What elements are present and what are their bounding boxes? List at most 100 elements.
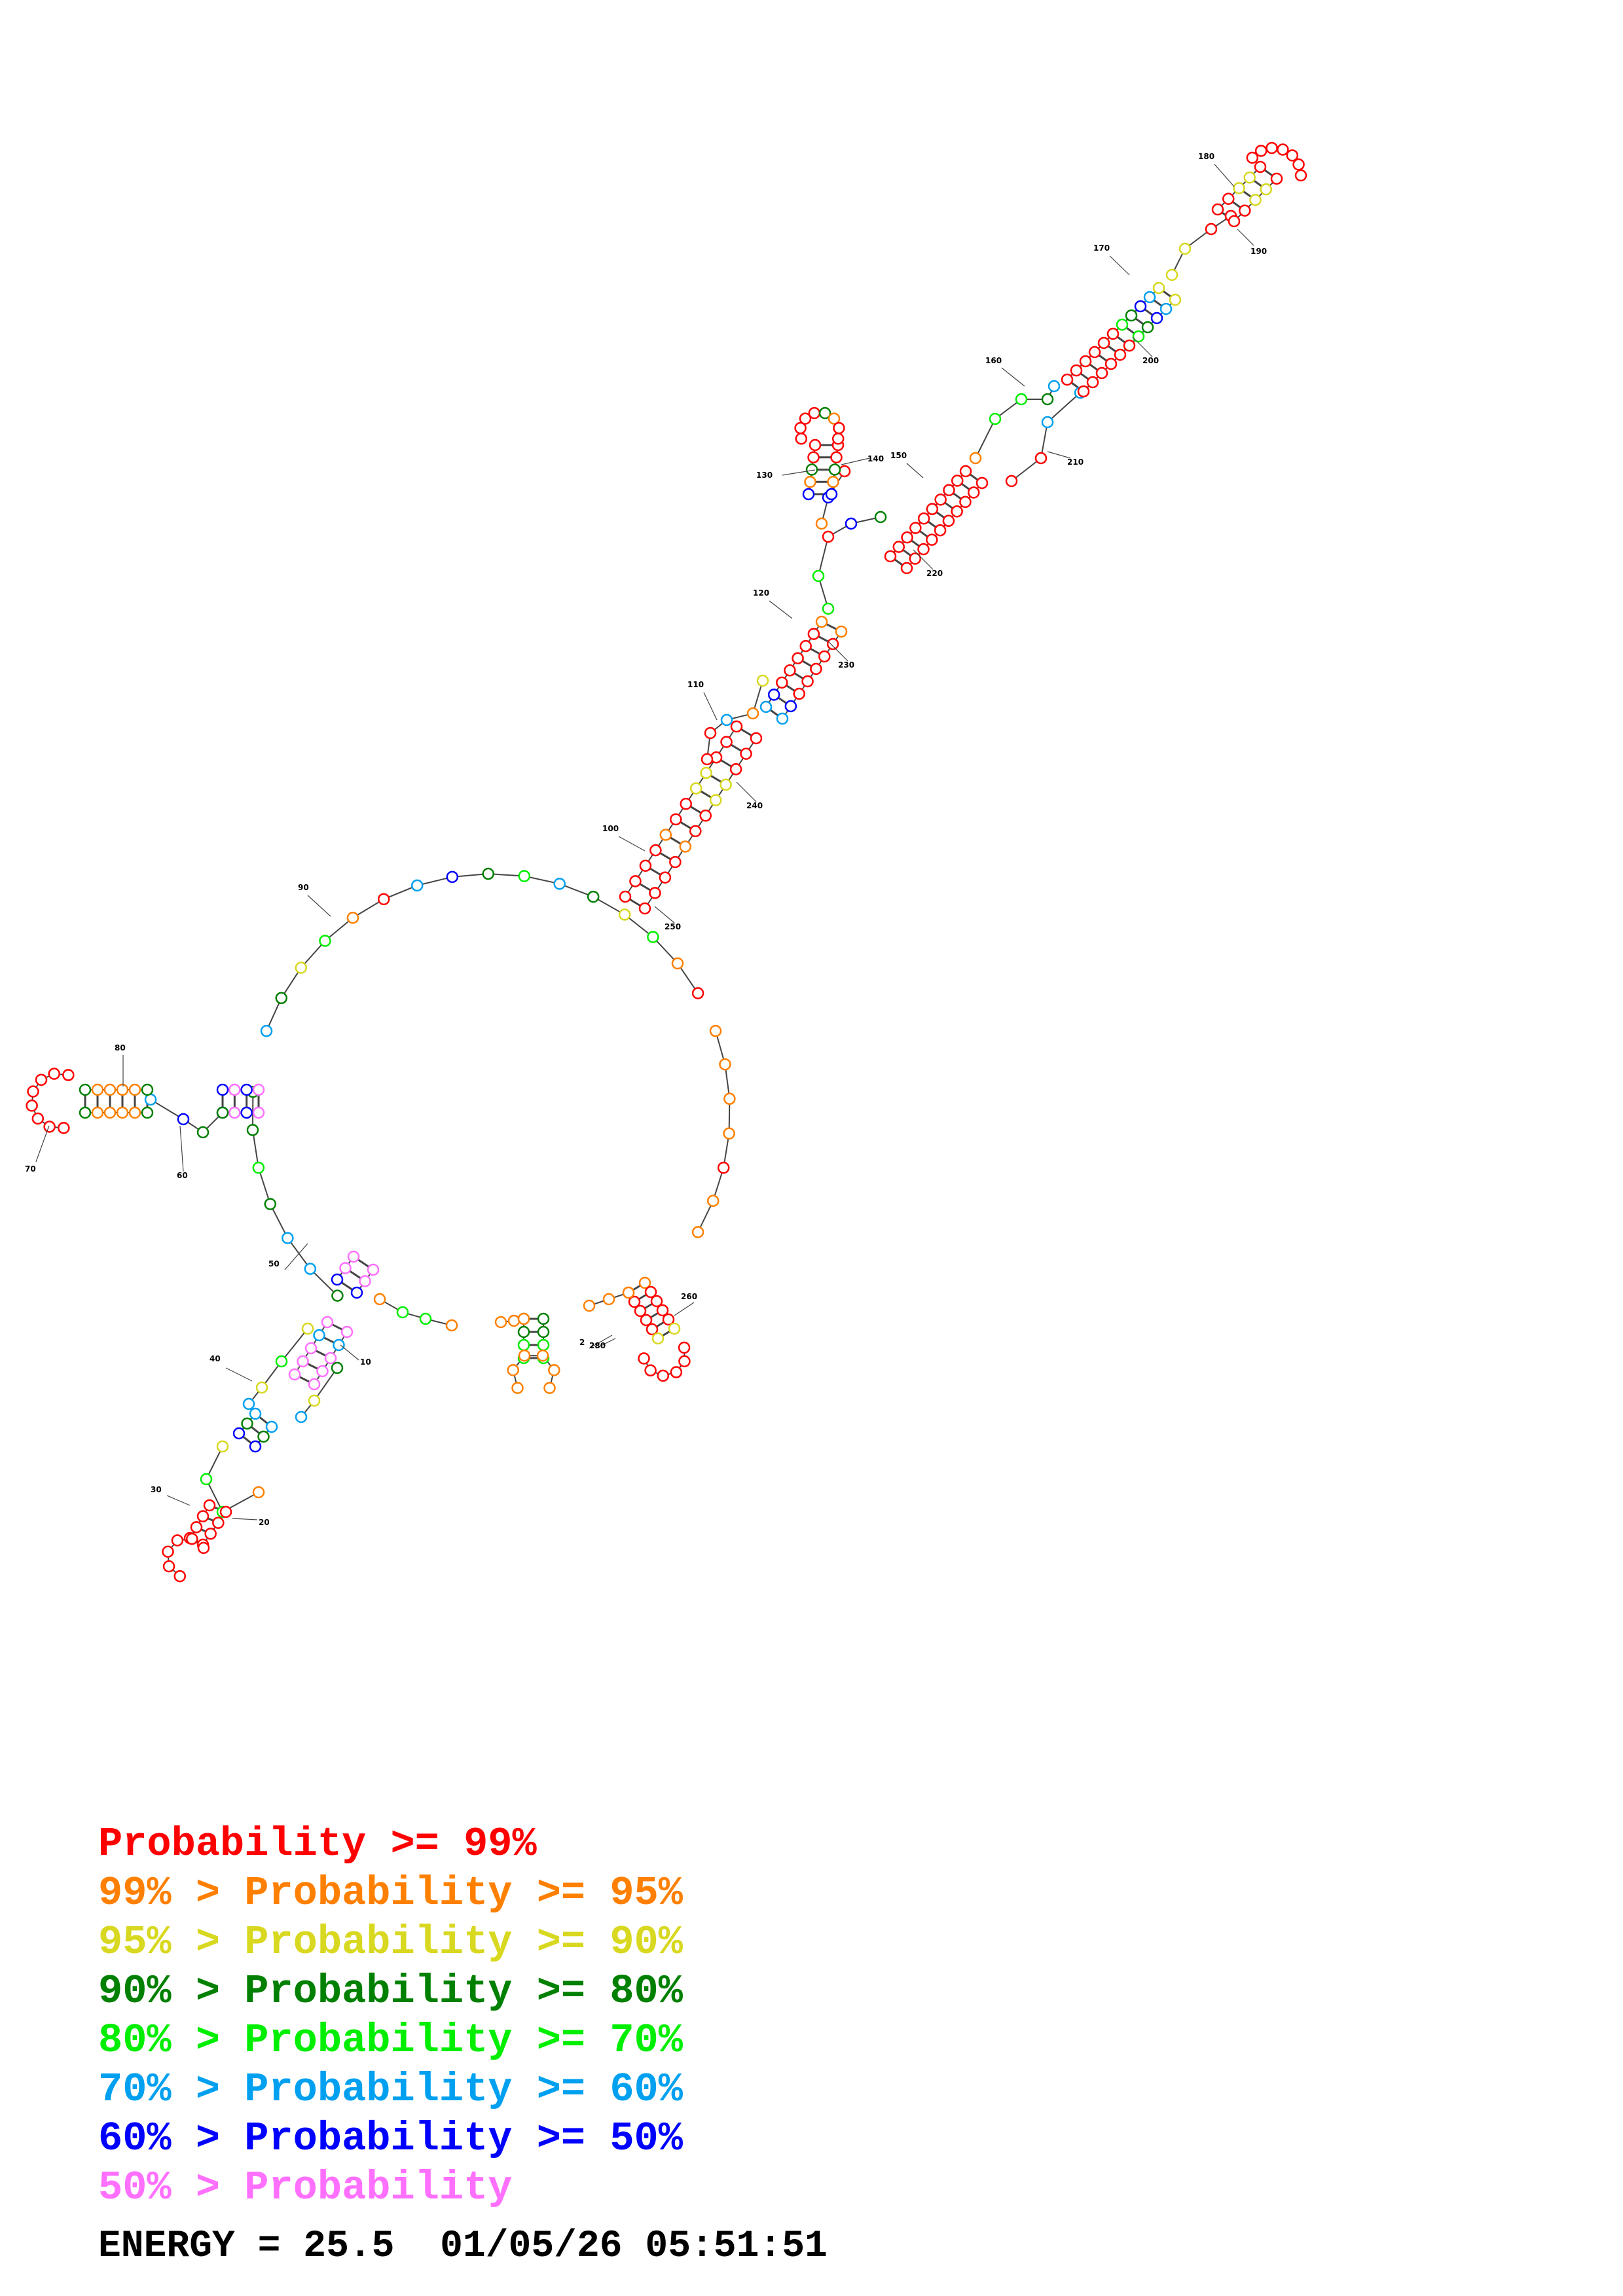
nucleotide [1159,302,1173,315]
nucleotide [808,406,821,420]
nucleotide [265,1420,278,1433]
backbone-segment [1171,215,1231,276]
nucleotide [644,1285,657,1299]
nucleotide [804,476,816,488]
nucleotide [1222,192,1235,205]
nucleotide [446,870,459,884]
nucleotide [252,1083,265,1096]
nucleotide [128,1083,141,1096]
nucleotide [830,451,843,463]
nucleotide [828,463,841,476]
nucleotide [700,766,712,780]
nucleotide [1125,309,1138,322]
nucleotide [295,961,308,974]
nucleotide [812,569,825,583]
nucleotide [1292,158,1305,171]
nucleotide [699,809,712,822]
nucleotide [784,664,796,677]
nucleotide [252,1106,265,1119]
nucleotide [1246,151,1259,164]
nucleotide [622,1286,635,1299]
nucleotide [1243,171,1256,184]
nucleotide [173,1570,186,1583]
nucleotide [680,797,692,810]
nucleotide [340,1325,354,1338]
nucleotide [103,1083,117,1096]
nucleotide [27,1085,39,1098]
nucleotide [203,1499,216,1512]
nucleotide [638,1352,650,1365]
nucleotide [644,1364,657,1377]
nucleotide [833,422,845,435]
label-leader [769,600,793,619]
nucleotide [989,412,1002,425]
nucleotide [934,524,947,537]
nucleotide [517,1338,530,1352]
legend-row-50: 60% > Probability >= 50% [98,2114,683,2163]
position-label: 190 [1250,247,1267,256]
nucleotide [249,1407,262,1420]
nucleotide [517,1312,530,1325]
position-label: 280 [589,1341,606,1350]
nucleotide [670,813,682,826]
nucleotide [548,1364,560,1376]
nucleotide [186,1532,198,1545]
label-leader [225,1367,253,1382]
energy-label: ENERGY [98,2225,235,2268]
label-leader [1214,164,1235,187]
label-leader [307,895,331,917]
nucleotide [934,493,947,506]
nucleotide [410,879,424,892]
nucleotide [1141,321,1154,334]
label-leader [1237,228,1254,246]
label-leader [1047,451,1071,459]
legend-row-99: Probability >= 99% [98,1820,683,1869]
nucleotide [1211,203,1224,216]
nucleotide [799,639,812,653]
nucleotide [1015,393,1028,406]
nucleotide [297,1355,309,1368]
nucleotide [662,1313,675,1326]
label-leader [1132,336,1153,357]
nucleotide [197,1541,210,1554]
nucleotide [671,957,684,970]
position-label: 100 [602,824,619,833]
nucleotide [835,625,848,638]
nucleotide [377,893,390,906]
legend-left: 90% > [98,1968,245,2015]
position-label: 40 [210,1354,221,1363]
nucleotide [969,452,982,465]
nucleotide [1061,373,1074,386]
nucleotide [750,732,763,745]
nucleotide [240,1106,253,1119]
nucleotide [809,439,822,452]
nucleotide [629,875,642,888]
legend-right: Probability [244,2164,513,2211]
nucleotide [1005,475,1018,488]
nucleotide [1169,293,1182,306]
nucleotide [602,1293,615,1306]
nucleotide [35,1073,48,1086]
nucleotide [43,1121,56,1133]
legend-right: Probability >= 80% [244,1968,683,2015]
nucleotide [324,1352,337,1365]
nucleotide [1233,182,1245,194]
probability-legend: Probability >= 99% 99% > Probability >= … [98,1820,683,2212]
nucleotide [651,1332,665,1345]
nucleotide [901,531,913,544]
nucleotide [331,1273,344,1286]
nucleotide [831,433,845,445]
nucleotide [162,1545,174,1558]
nucleotide [719,1058,731,1071]
nucleotide [1086,376,1099,389]
label-leader [595,1338,616,1349]
nucleotide [26,1100,38,1112]
position-label: 260 [681,1292,697,1301]
label-leader [1001,367,1025,387]
nucleotide [709,794,722,806]
nucleotide [776,712,789,725]
label-leader [284,1243,308,1270]
nucleotide [331,1289,344,1302]
nucleotide [1106,327,1120,340]
position-label: 140 [867,454,884,463]
